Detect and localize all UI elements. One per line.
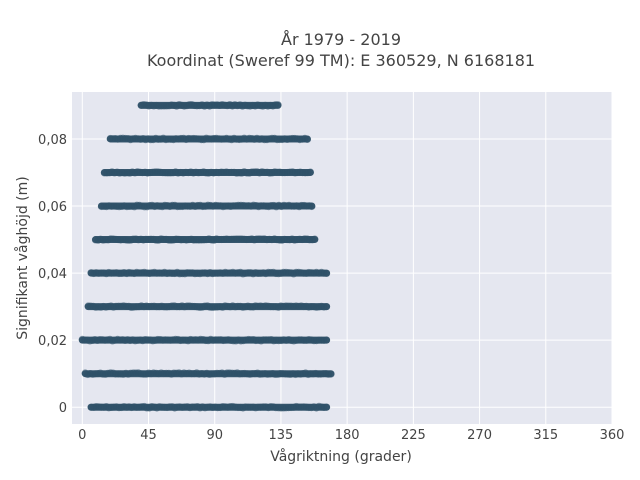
chart-title-line1: År 1979 - 2019 [281, 30, 401, 49]
x-tick-label: 0 [78, 428, 86, 443]
y-tick-label: 0 [59, 401, 67, 416]
x-tick-label: 360 [600, 428, 625, 443]
data-band [100, 168, 314, 177]
plot-area [72, 92, 612, 424]
data-point [323, 403, 331, 411]
data-point [323, 336, 331, 344]
data-point [323, 303, 331, 311]
grid-lines [72, 92, 613, 424]
data-band [84, 302, 331, 311]
x-tick-label: 315 [533, 428, 558, 443]
chart-title-line2: Koordinat (Sweref 99 TM): E 360529, N 61… [147, 51, 535, 70]
data-point [323, 269, 331, 277]
data-band [87, 268, 331, 278]
tick-labels: 0 45 90 135 180 225 270 315 360 0 0,02 0,04 0,06 0,08 [38, 133, 624, 443]
data-band [81, 369, 335, 379]
data-band [91, 235, 319, 244]
y-tick-label: 0,08 [38, 133, 67, 148]
data-band [97, 201, 316, 211]
x-tick-label: 90 [206, 428, 223, 443]
x-tick-label: 135 [269, 428, 294, 443]
data-band [78, 335, 331, 345]
x-tick-label: 270 [467, 428, 492, 443]
y-axis-title: Signifikant våghöjd (m) [14, 176, 31, 339]
data-point [327, 370, 335, 378]
data-points [78, 101, 335, 412]
y-tick-label: 0,06 [38, 200, 67, 215]
data-point [311, 235, 319, 243]
y-tick-label: 0,04 [38, 267, 67, 282]
x-tick-label: 225 [401, 428, 426, 443]
data-point [306, 168, 314, 176]
x-tick-label: 180 [335, 428, 360, 443]
data-band [137, 101, 282, 110]
data-point [303, 135, 311, 143]
x-tick-label: 45 [140, 428, 157, 443]
data-point [274, 101, 282, 109]
y-tick-label: 0,02 [38, 334, 67, 349]
data-band [87, 402, 331, 412]
data-point [308, 202, 316, 211]
x-axis-title: Vågriktning (grader) [270, 448, 412, 465]
data-band [106, 134, 311, 144]
